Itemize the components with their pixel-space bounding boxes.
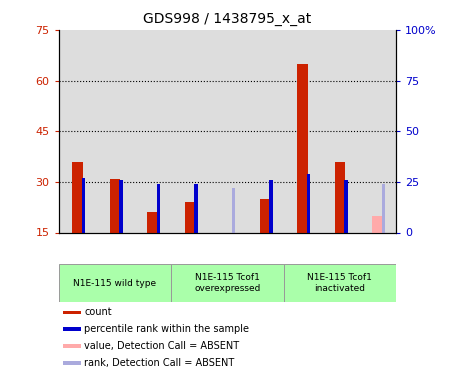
Bar [194,184,198,232]
Bar [63,327,81,331]
Text: rank, Detection Call = ABSENT: rank, Detection Call = ABSENT [84,358,234,368]
Bar [284,30,321,232]
Bar [372,216,382,232]
Bar [72,162,82,232]
Text: count: count [84,307,112,317]
Bar [184,202,195,232]
Bar [58,30,96,232]
Bar [171,30,208,232]
Bar [157,184,161,232]
Bar [232,188,235,232]
Title: GDS998 / 1438795_x_at: GDS998 / 1438795_x_at [143,12,311,26]
Bar [63,361,81,364]
Bar [269,180,273,232]
Bar [297,64,307,232]
Bar [58,264,171,302]
Bar [382,184,385,232]
Bar [119,180,123,232]
Bar [96,30,134,232]
Bar [63,310,81,314]
Bar [82,178,86,232]
Bar [334,162,345,232]
Bar [307,174,310,232]
Bar [222,232,233,276]
Text: N1E-115 Tcof1
overexpressed: N1E-115 Tcof1 overexpressed [194,273,261,293]
Bar [147,212,158,232]
Text: N1E-115 wild type: N1E-115 wild type [73,279,156,288]
Bar [321,30,359,232]
Bar [260,199,270,232]
Bar [109,178,120,232]
Bar [344,180,348,232]
Bar [359,30,396,232]
Bar [171,264,284,302]
Text: N1E-115 Tcof1
inactivated: N1E-115 Tcof1 inactivated [307,273,372,293]
Bar [134,30,171,232]
Text: value, Detection Call = ABSENT: value, Detection Call = ABSENT [84,341,239,351]
Bar [246,30,284,232]
Text: percentile rank within the sample: percentile rank within the sample [84,324,249,334]
Bar [208,30,246,232]
Bar [284,264,396,302]
Bar [63,344,81,348]
